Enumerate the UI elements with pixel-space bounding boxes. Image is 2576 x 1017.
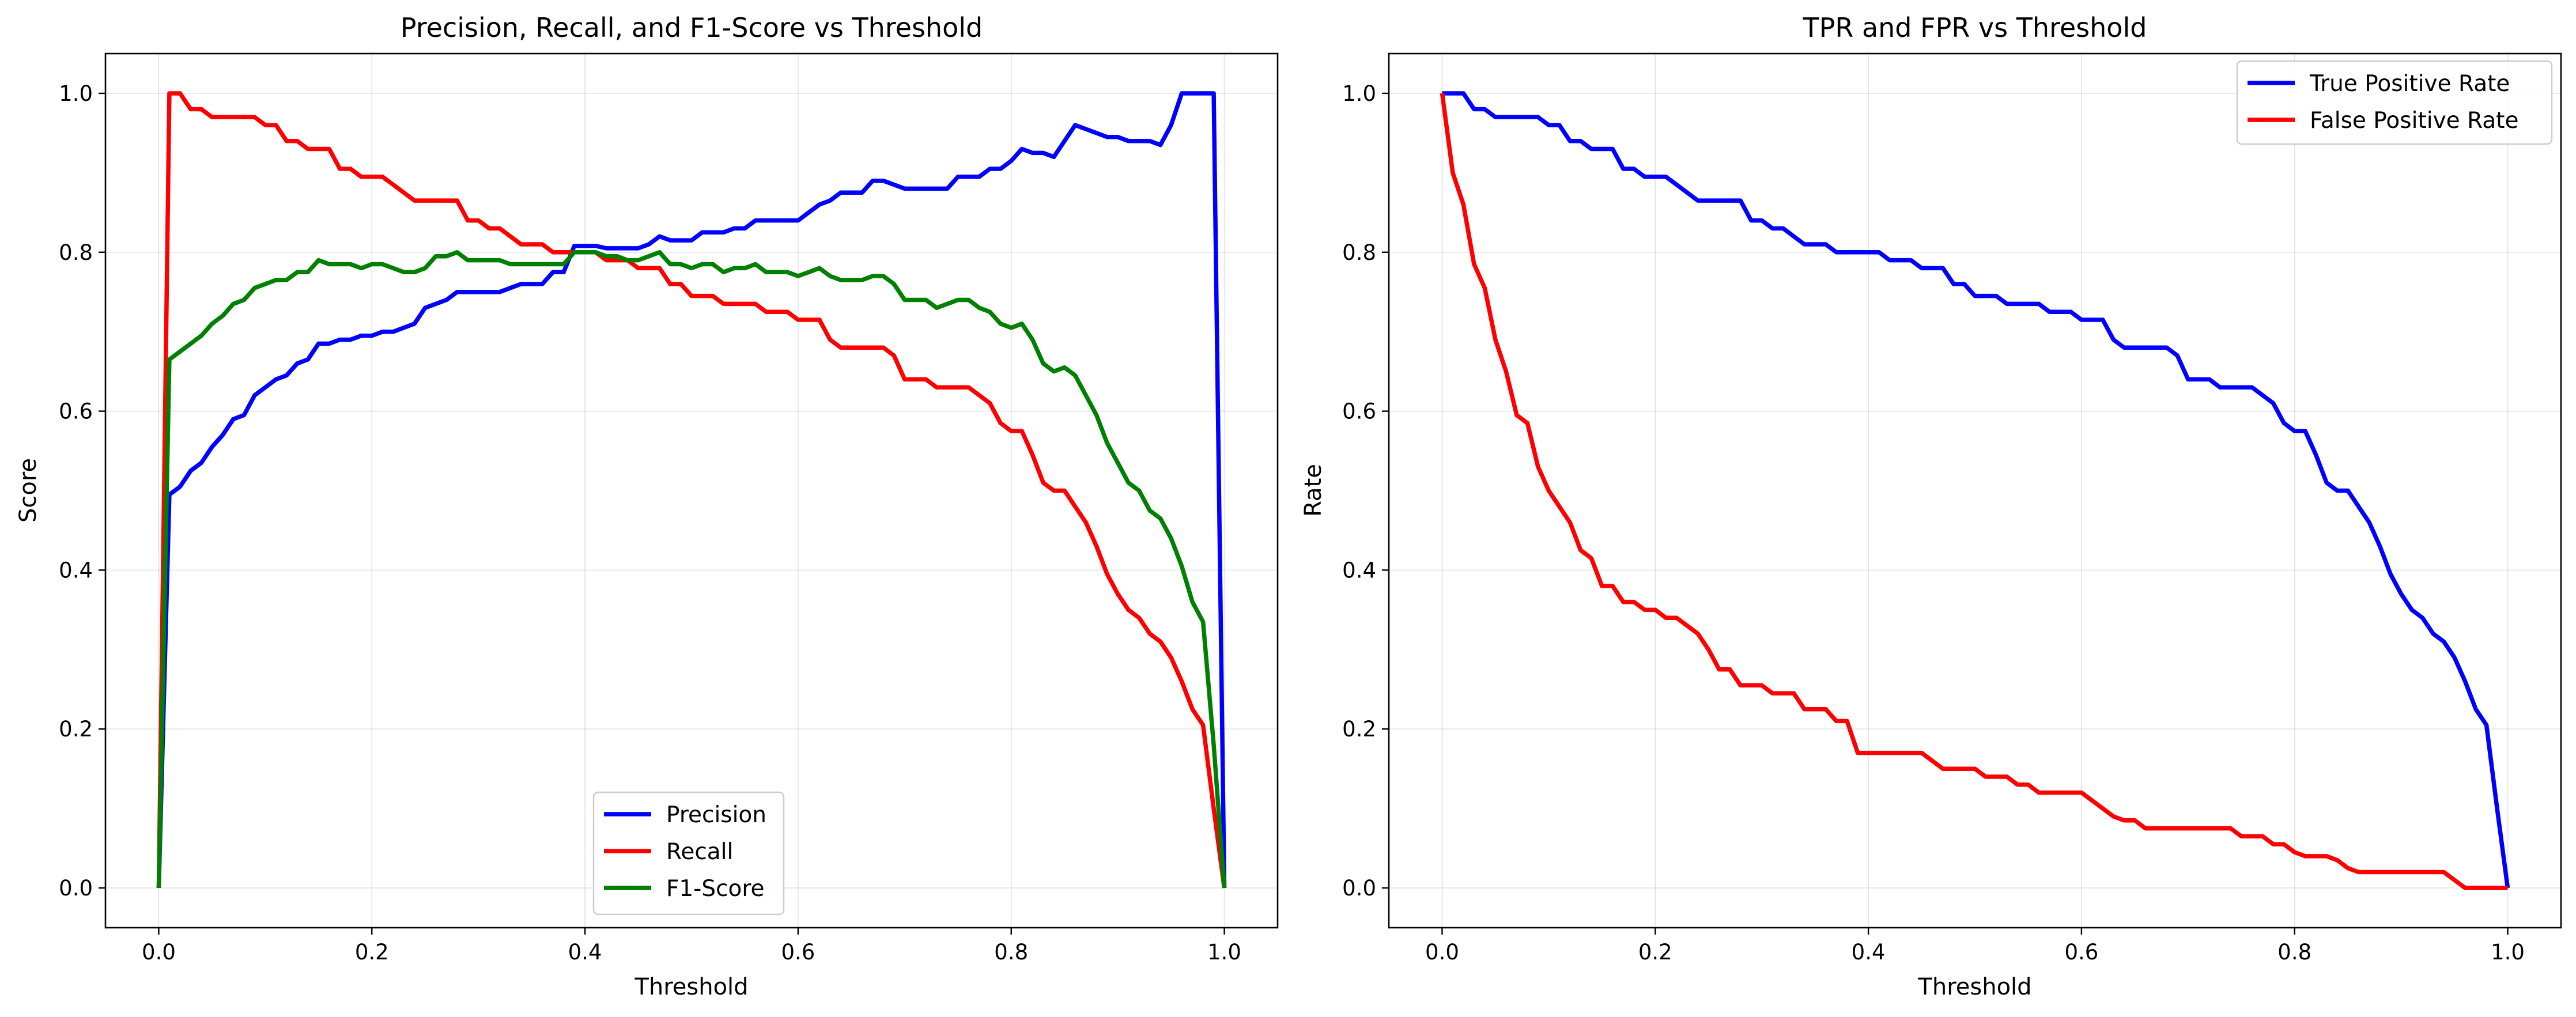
legend-box bbox=[592, 791, 785, 916]
y-tick-label: 0.2 bbox=[59, 717, 93, 742]
series-line-f1-score bbox=[156, 250, 1227, 889]
y-axis-label: Score bbox=[15, 458, 41, 523]
x-tick-label: 0.8 bbox=[994, 940, 1028, 965]
y-tick-label: 1.0 bbox=[1342, 81, 1376, 106]
x-tick-label: 0.8 bbox=[2277, 940, 2311, 965]
plot-frame bbox=[104, 52, 1279, 929]
y-tick-label: 0.0 bbox=[59, 876, 93, 901]
x-tick-label: 0.2 bbox=[355, 940, 389, 965]
x-tick-label: 1.0 bbox=[2491, 940, 2525, 965]
y-tick-label: 1.0 bbox=[59, 81, 93, 106]
chart-title: TPR and FPR vs Threshold bbox=[1803, 12, 2147, 43]
x-tick-label: 0.0 bbox=[142, 940, 176, 965]
legend-label: F1-Score bbox=[666, 876, 765, 902]
tpr-fpr-chart: TPR and FPR vs Threshold 0.0 0.2 0.4 0.6 0.8… bbox=[1300, 12, 2562, 1000]
series-line-true-positive-rate bbox=[1442, 91, 2510, 889]
precision-recall-f1-chart: Precision, Recall, and F1-Score vs Thres… bbox=[15, 12, 1279, 1000]
legend-label: Precision bbox=[666, 802, 766, 828]
y-tick-label: 0.0 bbox=[1342, 876, 1376, 901]
x-tick-label: 0.6 bbox=[781, 940, 815, 965]
y-tick-label: 0.6 bbox=[1342, 399, 1376, 424]
x-axis-label: Threshold bbox=[1917, 974, 2031, 1000]
x-tick-label: 0.0 bbox=[1425, 940, 1459, 965]
series-line-recall bbox=[156, 91, 1227, 889]
legend-label: False Positive Rate bbox=[2310, 108, 2518, 134]
legend-label: True Positive Rate bbox=[2309, 71, 2510, 97]
y-tick-label: 0.8 bbox=[59, 240, 93, 265]
legend: True Positive Rate False Positive Rate bbox=[2236, 60, 2553, 145]
x-tick-label: 1.0 bbox=[1207, 940, 1241, 965]
x-axis-label: Threshold bbox=[634, 974, 748, 1000]
x-tick-label: 0.6 bbox=[2064, 940, 2098, 965]
x-tick-label: 0.4 bbox=[568, 940, 602, 965]
y-axis-label: Rate bbox=[1300, 464, 1327, 517]
series-line-false-positive-rate bbox=[1440, 93, 2508, 890]
y-tick-label: 0.2 bbox=[1342, 717, 1376, 742]
y-tick-label: 0.8 bbox=[1342, 240, 1376, 265]
x-tick-label: 0.4 bbox=[1852, 940, 1886, 965]
y-tick-label: 0.4 bbox=[59, 558, 93, 583]
plot-frame bbox=[1388, 52, 2562, 929]
legend-box bbox=[2236, 60, 2553, 145]
chart-title: Precision, Recall, and F1-Score vs Thres… bbox=[401, 12, 983, 43]
y-tick-label: 0.6 bbox=[59, 399, 93, 424]
legend-label: Recall bbox=[666, 839, 733, 865]
legend: Precision Recall F1-Score bbox=[592, 791, 785, 916]
series-line-precision bbox=[156, 91, 1227, 889]
x-tick-label: 0.2 bbox=[1638, 940, 1672, 965]
y-tick-label: 0.4 bbox=[1342, 558, 1376, 583]
